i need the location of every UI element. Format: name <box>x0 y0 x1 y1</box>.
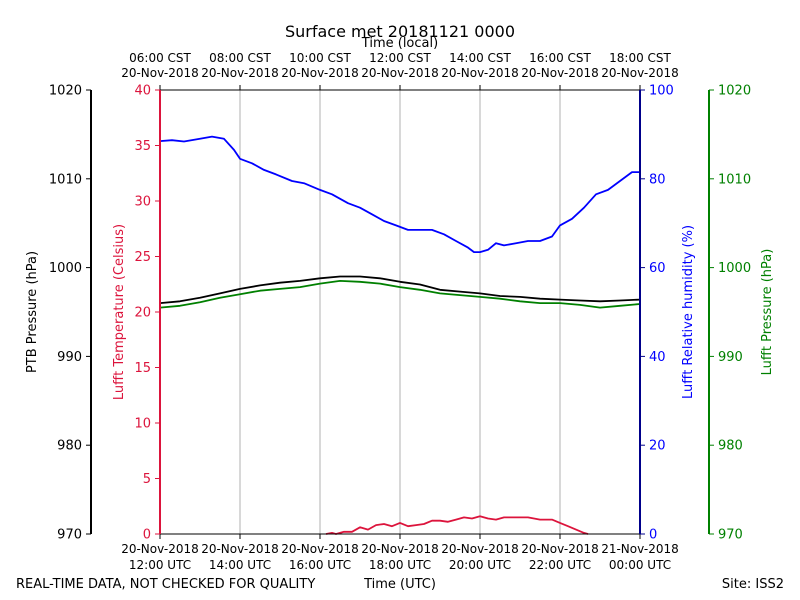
top-tick-time: 06:00 CST <box>129 51 191 65</box>
top-tick-time: 08:00 CST <box>209 51 271 65</box>
top-tick-date: 20-Nov-2018 <box>201 66 279 80</box>
series-layer <box>159 135 641 535</box>
ptb-pressure-tick-label: 980 <box>57 439 82 454</box>
lufft-pressure-line <box>159 279 641 309</box>
ptb-pressure-tick-label: 1000 <box>49 261 82 276</box>
bottom-tick-time: 22:00 UTC <box>529 558 591 572</box>
top-tick-date: 20-Nov-2018 <box>441 66 519 80</box>
bottom-tick-time: 20:00 UTC <box>449 558 511 572</box>
temperature-tick-label: 5 <box>143 472 151 487</box>
humidity-tick-label: 20 <box>649 439 666 454</box>
humidity-tick-label: 0 <box>649 528 657 543</box>
bottom-tick-date: 20-Nov-2018 <box>281 542 359 556</box>
x-axis-label: Time (UTC) <box>363 577 436 592</box>
ptb-pressure-tick-label: 990 <box>57 350 82 365</box>
top-tick-date: 20-Nov-2018 <box>361 66 439 80</box>
bottom-tick-date: 20-Nov-2018 <box>521 542 599 556</box>
chart-title: Surface met 20181121 0000 <box>285 22 515 41</box>
lufft-pressure-tick-label: 970 <box>718 528 743 543</box>
temperature-tick-label: 15 <box>134 361 151 376</box>
bottom-tick-date: 20-Nov-2018 <box>201 542 279 556</box>
bottom-tick-time: 00:00 UTC <box>609 558 671 572</box>
ptb-pressure-tick-label: 1020 <box>49 84 82 99</box>
top-tick-time: 12:00 CST <box>369 51 431 65</box>
top-tick-date: 20-Nov-2018 <box>601 66 679 80</box>
lufft-pressure-tick-label: 990 <box>718 350 743 365</box>
vertical-gridlines <box>239 90 561 534</box>
lufft-pressure-tick-label: 1010 <box>718 172 751 187</box>
bottom-tick-time: 18:00 UTC <box>369 558 431 572</box>
top-tick-time: 14:00 CST <box>449 51 511 65</box>
ptb-pressure-line <box>159 275 641 304</box>
top-tick-date: 20-Nov-2018 <box>121 66 199 80</box>
lufft-relative-humidity-line <box>159 135 640 254</box>
bottom-tick-time: 14:00 UTC <box>209 558 271 572</box>
temperature-tick-label: 40 <box>134 84 151 99</box>
humidity-tick-label: 60 <box>649 261 666 276</box>
top-tick-date: 20-Nov-2018 <box>521 66 599 80</box>
temperature-tick-label: 20 <box>134 306 151 321</box>
bottom-tick-time: 12:00 UTC <box>129 558 191 572</box>
ptb-pressure-tick-label: 1010 <box>49 172 82 187</box>
top-tick-time: 10:00 CST <box>289 51 351 65</box>
quality-disclaimer: REAL-TIME DATA, NOT CHECKED FOR QUALITY <box>16 577 315 592</box>
humidity-tick-label: 100 <box>649 84 674 99</box>
humidity-tick-label: 40 <box>649 350 666 365</box>
bottom-tick-date: 20-Nov-2018 <box>361 542 439 556</box>
top-axis-label: Time (local) <box>361 36 438 51</box>
top-tick-time: 16:00 CST <box>529 51 591 65</box>
bottom-tick-date: 20-Nov-2018 <box>121 542 199 556</box>
site-label: Site: ISS2 <box>722 577 784 592</box>
temperature-tick-label: 25 <box>134 250 151 265</box>
top-tick-time: 18:00 CST <box>609 51 671 65</box>
temperature-tick-label: 35 <box>134 139 151 154</box>
bottom-tick-time: 16:00 UTC <box>289 558 351 572</box>
humidity-tick-label: 80 <box>649 172 666 187</box>
ptb-pressure-tick-label: 970 <box>57 528 82 543</box>
temperature-tick-label: 30 <box>134 195 151 210</box>
temperature-tick-label: 10 <box>134 417 151 432</box>
lufft-pressure-tick-label: 980 <box>718 439 743 454</box>
top-tick-date: 20-Nov-2018 <box>281 66 359 80</box>
ptb-pressure-axis-label: PTB Pressure (hPa) <box>25 251 40 373</box>
bottom-tick-date: 20-Nov-2018 <box>441 542 519 556</box>
humidity-axis-label: Lufft Relative humidity (%) <box>681 225 696 399</box>
lufft-pressure-axis-label: Lufft Pressure (hPa) <box>760 249 775 376</box>
lufft-temperature-line <box>325 515 589 535</box>
lufft-pressure-tick-label: 1000 <box>718 261 751 276</box>
temperature-axis-label: Lufft Temperature (Celsius) <box>112 224 127 400</box>
bottom-tick-date: 21-Nov-2018 <box>601 542 679 556</box>
lufft-pressure-tick-label: 1020 <box>718 84 751 99</box>
temperature-tick-label: 0 <box>143 528 151 543</box>
